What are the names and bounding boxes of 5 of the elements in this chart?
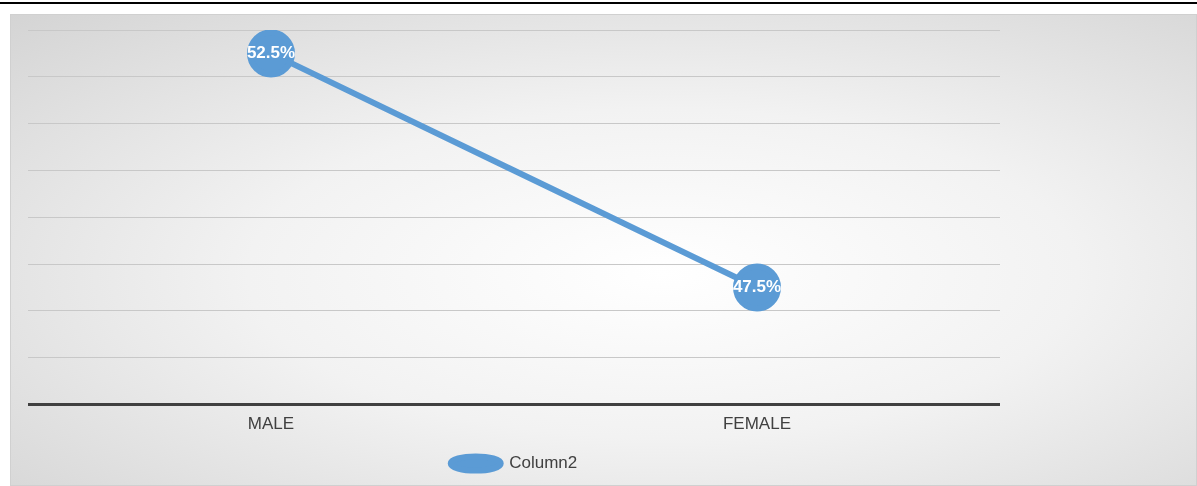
data-label: 52.5% xyxy=(246,43,296,63)
x-tick-label: MALE xyxy=(247,414,295,434)
data-label: 47.5% xyxy=(732,277,782,297)
legend-label: Column2 xyxy=(509,453,578,473)
x-tick-label: FEMALE xyxy=(722,414,792,434)
